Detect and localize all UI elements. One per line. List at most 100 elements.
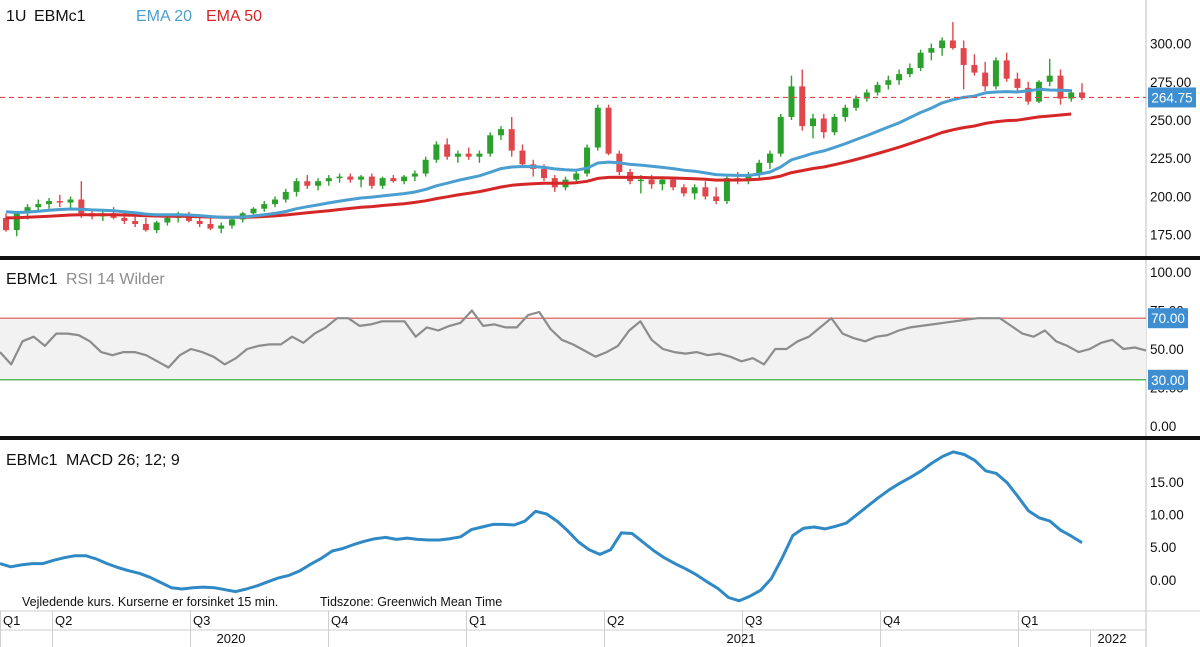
ema20-legend[interactable]: EMA 20 [136, 8, 192, 25]
candle[interactable] [433, 141, 440, 163]
candle[interactable] [810, 113, 816, 139]
candle[interactable] [906, 63, 913, 78]
candle[interactable] [358, 175, 365, 188]
candle[interactable] [390, 175, 397, 183]
candle[interactable] [293, 178, 300, 197]
candle-body [594, 107, 601, 148]
candle[interactable] [594, 104, 601, 151]
candle[interactable] [680, 184, 687, 197]
candle[interactable] [304, 175, 311, 189]
candle[interactable] [691, 184, 698, 200]
candle[interactable] [702, 181, 709, 200]
candle[interactable] [605, 104, 612, 156]
rsi-title[interactable]: RSI 14 Wilder [66, 271, 165, 288]
candle[interactable] [1057, 69, 1064, 105]
candle[interactable] [788, 75, 795, 120]
candle[interactable] [992, 57, 999, 90]
rsi-line[interactable] [0, 309, 1147, 369]
panel-divider-1[interactable] [0, 256, 1200, 260]
candle[interactable] [218, 222, 225, 234]
candle[interactable] [853, 95, 860, 111]
candle[interactable] [379, 176, 386, 189]
candle[interactable] [3, 213, 9, 232]
ema50-legend[interactable]: EMA 50 [206, 8, 262, 25]
candle[interactable] [939, 37, 946, 56]
candle[interactable] [487, 132, 494, 157]
candle[interactable] [497, 126, 504, 140]
ema20-line[interactable] [5, 87, 1072, 219]
panel-divider-2[interactable] [0, 436, 1200, 440]
candle[interactable] [820, 113, 827, 139]
candle[interactable] [1003, 52, 1010, 82]
candle[interactable] [971, 54, 978, 76]
candle-body [465, 153, 472, 157]
price-panel[interactable] [0, 22, 1146, 237]
candle[interactable] [401, 175, 408, 185]
candle[interactable] [896, 69, 903, 85]
candle[interactable] [56, 194, 63, 208]
candle[interactable] [261, 201, 268, 212]
candle[interactable] [153, 220, 160, 234]
candle[interactable] [282, 188, 289, 203]
candle[interactable] [734, 172, 741, 185]
candle[interactable] [1025, 81, 1032, 105]
candle[interactable] [766, 150, 773, 169]
candle[interactable] [508, 116, 515, 157]
candle[interactable] [110, 207, 117, 220]
candle[interactable] [842, 104, 849, 122]
candle[interactable] [960, 40, 967, 90]
candle[interactable] [132, 214, 139, 228]
macd-tick-label: 0.00 [1150, 573, 1176, 588]
candle[interactable] [444, 138, 451, 160]
candle-body [928, 48, 935, 53]
candle[interactable] [272, 196, 278, 208]
candle[interactable] [465, 147, 472, 160]
candle[interactable] [207, 217, 214, 231]
candle[interactable] [325, 175, 332, 186]
macd-line[interactable] [0, 450, 1083, 603]
candle[interactable] [454, 150, 461, 163]
candle[interactable] [411, 170, 418, 182]
timezone-note: Tidszone: Greenwich Mean Time [320, 595, 502, 609]
candle[interactable] [659, 178, 666, 191]
candle[interactable] [46, 198, 53, 209]
macd-panel[interactable] [0, 450, 1083, 603]
candle[interactable] [584, 144, 591, 177]
interval-label[interactable]: 1U [6, 8, 26, 25]
candle[interactable] [315, 178, 322, 191]
candle[interactable] [13, 211, 20, 237]
candle[interactable] [928, 43, 935, 61]
candle[interactable] [982, 61, 989, 91]
candle-body [917, 52, 924, 68]
candle[interactable] [78, 181, 85, 218]
candle[interactable] [777, 113, 784, 157]
candle[interactable] [874, 81, 881, 96]
candle-body [390, 178, 397, 182]
candle[interactable] [1046, 58, 1053, 87]
candle[interactable] [1068, 89, 1075, 102]
candle[interactable] [35, 199, 42, 212]
candle[interactable] [142, 217, 149, 232]
candle-body [810, 118, 816, 127]
candle[interactable] [519, 144, 526, 168]
candle[interactable] [799, 69, 806, 131]
candle[interactable] [949, 22, 956, 50]
candle[interactable] [863, 89, 870, 102]
candle[interactable] [347, 173, 354, 183]
candle[interactable] [368, 173, 375, 189]
candle[interactable] [831, 113, 838, 136]
rsi-panel[interactable] [0, 309, 1147, 381]
candle[interactable] [917, 49, 924, 72]
candle[interactable] [476, 150, 483, 163]
symbol-label[interactable]: EBMc1 [34, 8, 86, 25]
macd-title[interactable]: MACD 26; 12; 9 [66, 452, 180, 469]
candle[interactable] [336, 173, 343, 183]
candle[interactable] [1014, 72, 1021, 91]
candle[interactable] [713, 187, 720, 205]
candle-body [304, 181, 311, 186]
candle[interactable] [885, 75, 892, 90]
candle[interactable] [422, 156, 429, 177]
candle[interactable] [1035, 80, 1042, 104]
time-axis[interactable]: Q1 Q2 Q3 Q4 Q1 Q2 Q3 Q4 Q1 2020 2021 2022 [0, 611, 1127, 647]
